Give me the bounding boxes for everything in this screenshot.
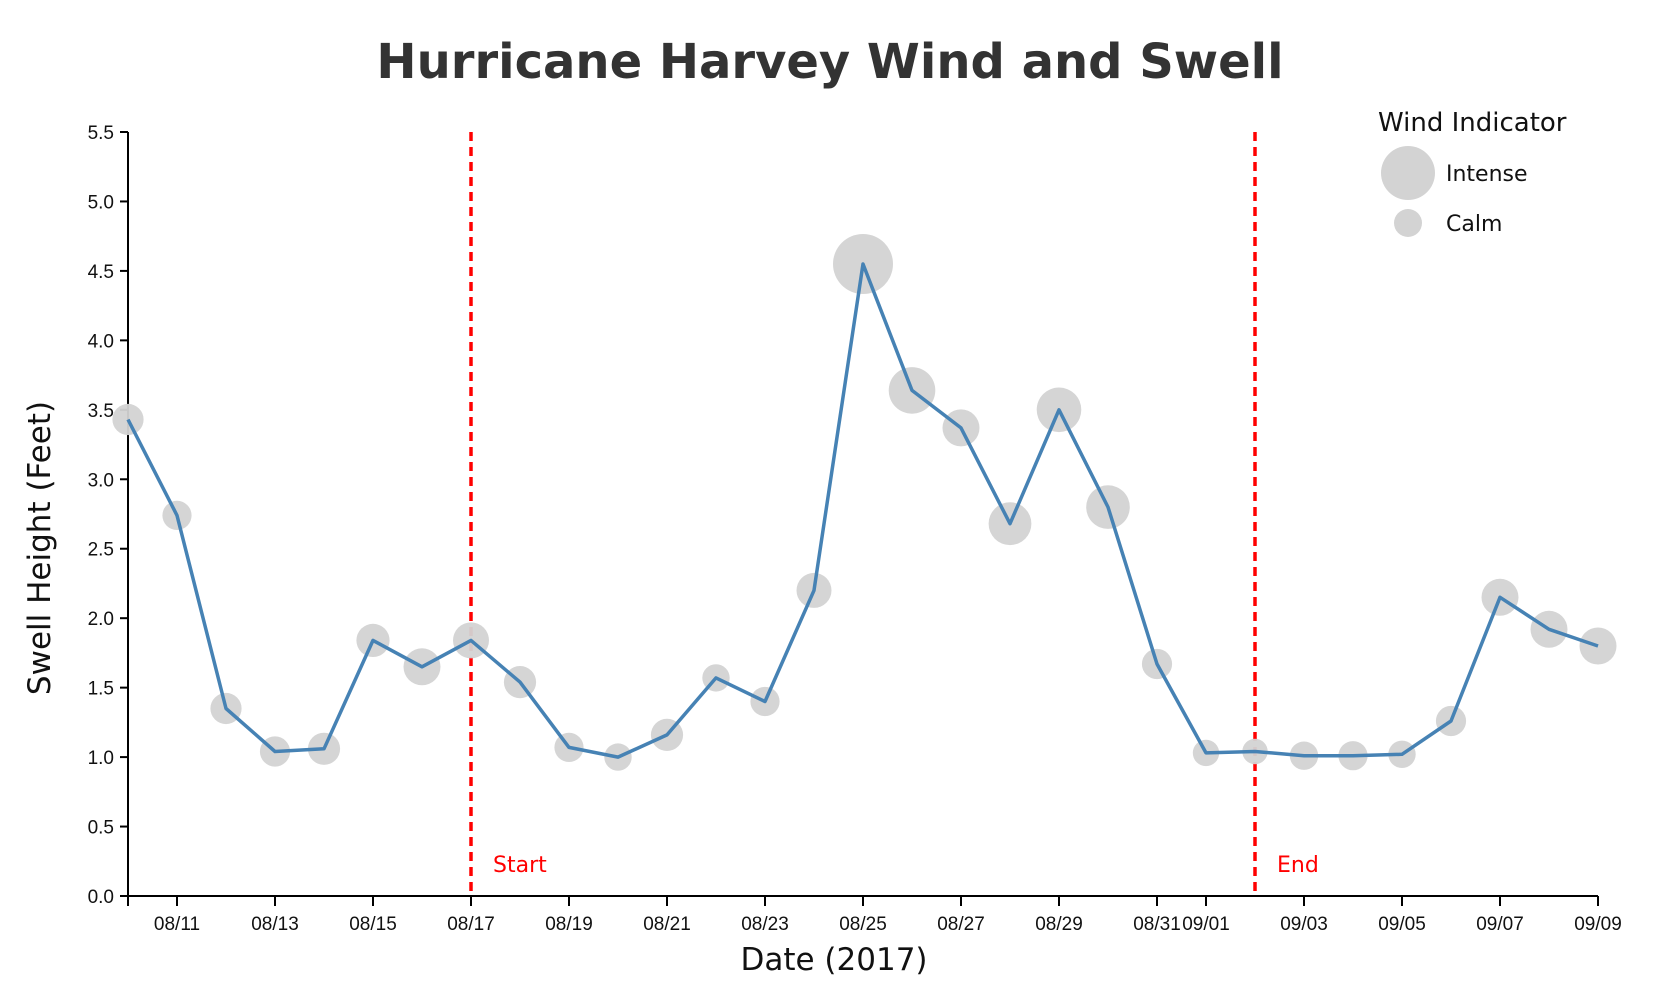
x-tick-label: 08/23 [741,914,789,935]
legend-calm-symbol [1394,209,1422,237]
y-tick-label: 1.5 [88,679,114,700]
x-tick-label: 09/09 [1574,914,1622,935]
y-tick-label: 5.0 [88,192,114,213]
y-tick-label: 3.5 [88,401,114,422]
x-tick-label: 08/31 [1133,914,1181,935]
y-tick-label: 0.5 [88,818,114,839]
legend-title: Wind Indicator [1378,108,1567,138]
series-line-group [126,262,1599,759]
event-markers: Start End [469,132,1319,896]
x-tick-label: 08/15 [349,914,397,935]
y-tick-label: 2.5 [88,540,114,561]
chart-title: Hurricane Harvey Wind and Swell [376,34,1283,90]
y-tick-label: 0.0 [88,887,114,908]
y-axis: 0.0 0.5 1.0 1.5 2.0 2.5 3.0 3.5 4.0 4.5 5.0 5.5 [88,123,129,908]
x-tick-label: 09/01 [1182,914,1230,935]
y-tick-label: 4.5 [88,262,114,283]
legend-intense-symbol [1381,146,1435,200]
x-tick-label: 08/11 [154,914,200,935]
marker-label-end: End [1277,853,1319,878]
x-tick-label: 09/05 [1378,914,1426,935]
x-tick-label: 08/29 [1035,914,1083,935]
x-tick-label: 08/17 [447,914,495,935]
x-tick-label: 08/19 [545,914,593,935]
x-tick-label: 08/13 [251,914,299,935]
x-tick-label: 08/27 [937,914,985,935]
legend-intense-label: Intense [1446,162,1528,187]
x-axis: 08/11 08/13 08/15 08/17 08/19 08/21 08/23 08/25… [127,895,1622,935]
x-tick-label: 09/07 [1476,914,1524,935]
y-tick-label: 2.0 [88,609,114,630]
x-axis-label: Date (2017) [740,942,927,978]
marker-label-start: Start [493,853,547,878]
y-tick-label: 1.0 [88,748,114,769]
x-tick-label: 08/21 [643,914,691,935]
legend: Wind Indicator Intense Calm [1378,108,1567,237]
y-tick-label: 3.0 [88,470,114,491]
legend-calm-label: Calm [1446,212,1502,237]
x-tick-label: 09/03 [1280,914,1328,935]
y-tick-label: 5.5 [88,123,114,144]
x-tick-label: 08/25 [839,914,887,935]
y-tick-label: 4.0 [88,331,114,352]
y-axis-label: Swell Height (Feet) [22,401,58,695]
swell-height-line [126,262,1599,759]
wind-points-group [112,234,1617,771]
